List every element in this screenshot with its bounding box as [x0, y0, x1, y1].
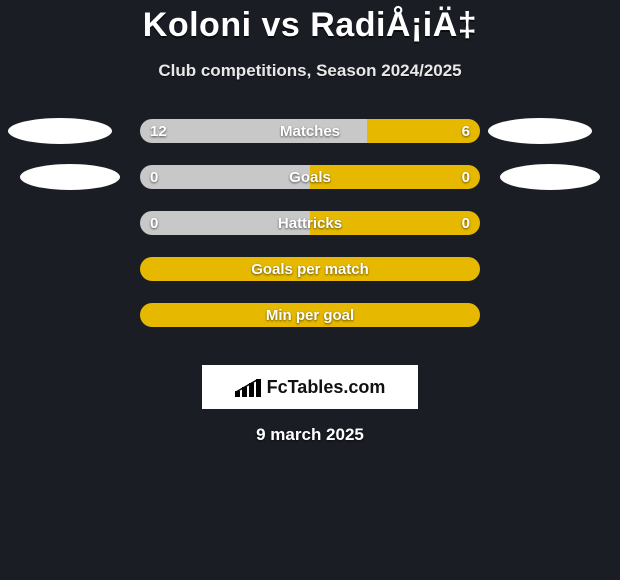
player-token [8, 118, 112, 144]
brand-logo-box: FcTables.com [202, 365, 418, 409]
stat-pill: Min per goal [140, 303, 480, 327]
player-token [488, 118, 592, 144]
stat-label: Goals per match [140, 257, 480, 281]
stat-row: Min per goal [0, 303, 620, 349]
stat-label: Matches [140, 119, 480, 143]
comparison-chart: 126Matches 00Goals 00Hattricks Goals per ma… [0, 119, 620, 349]
stat-pill: 126Matches [140, 119, 480, 143]
page-title: Koloni vs RadiÅ¡iÄ‡ [0, 0, 620, 45]
brand-name: FcTables.com [267, 377, 386, 398]
stat-row: 00Hattricks [0, 211, 620, 257]
bar-chart-icon [235, 377, 263, 397]
player-token [20, 164, 120, 190]
stat-row: Goals per match [0, 257, 620, 303]
stat-pill: 00Goals [140, 165, 480, 189]
player-token [500, 164, 600, 190]
stat-label: Goals [140, 165, 480, 189]
stat-pill: Goals per match [140, 257, 480, 281]
stat-label: Hattricks [140, 211, 480, 235]
stat-pill: 00Hattricks [140, 211, 480, 235]
page-subtitle: Club competitions, Season 2024/2025 [0, 61, 620, 81]
stat-label: Min per goal [140, 303, 480, 327]
footer-date: 9 march 2025 [0, 425, 620, 445]
page: Koloni vs RadiÅ¡iÄ‡ Club competitions, S… [0, 0, 620, 580]
